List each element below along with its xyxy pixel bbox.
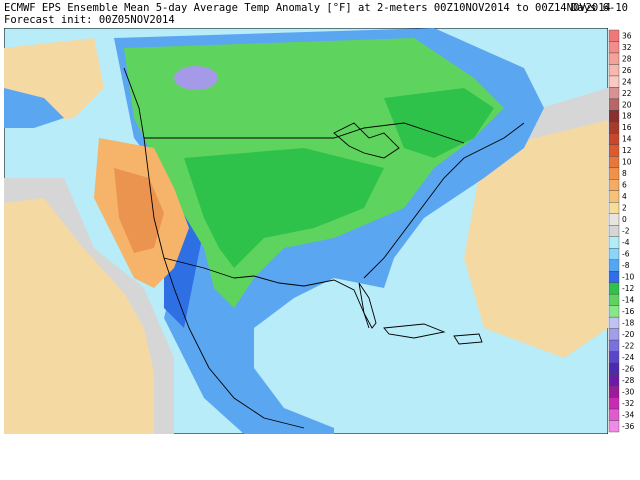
coastline-and-borders: [123, 67, 525, 429]
atlantic-warm-region: [464, 118, 608, 358]
colorbar-levels: 36322826242220181614121086420-2-4-6-8-10…: [608, 29, 634, 433]
colorbar-label: 24: [622, 77, 632, 86]
colorbar-swatch: [608, 305, 620, 318]
colorbar-label: -24: [622, 353, 634, 362]
colorbar-swatch: [608, 87, 620, 100]
colorbar-label: 32: [622, 43, 632, 52]
colorbar-swatch: [608, 420, 620, 433]
colorbar-label: -12: [622, 284, 634, 293]
canada-purple-cold-spot: [174, 66, 218, 90]
colorbar-label: -28: [622, 376, 634, 385]
colorbar-swatch: [608, 259, 620, 272]
colorbar-label: -8: [622, 261, 630, 270]
colorbar-label: 10: [622, 158, 632, 167]
pacific-warm-region: [4, 198, 154, 434]
colorbar-swatch: [608, 110, 620, 123]
colorbar-swatch: [608, 64, 620, 77]
colorbar-label: 18: [622, 112, 632, 121]
colorbar-swatch: [608, 213, 620, 226]
colorbar-label: 14: [622, 135, 632, 144]
colorbar-swatch: [608, 362, 620, 375]
cuba-outline: [383, 323, 446, 339]
colorbar-swatch: [608, 282, 620, 295]
colorbar-swatch: [608, 270, 620, 283]
colorbar-label: 6: [622, 181, 627, 190]
colorbar-swatch: [608, 316, 620, 329]
colorbar-swatch: [608, 236, 620, 249]
gulf-coastline: [233, 275, 370, 329]
northeast-strong-cold-core: [384, 88, 494, 158]
colorbar-label: 4: [622, 192, 627, 201]
colorbar-swatch: [608, 156, 620, 169]
florida-peninsula: [358, 282, 377, 329]
colorbar-label: -16: [622, 307, 634, 316]
colorbar-swatch: [608, 29, 620, 42]
colorbar-swatch: [608, 397, 620, 410]
map-header: ECMWF EPS Ensemble Mean 5-day Average Te…: [4, 2, 634, 28]
colorbar-swatch: [608, 52, 620, 65]
colorbar-swatch: [608, 225, 620, 237]
colorbar-swatch: [608, 374, 620, 387]
colorbar-swatch: [608, 293, 620, 306]
map-title: ECMWF EPS Ensemble Mean 5-day Average Te…: [4, 2, 611, 14]
colorbar-swatch: [608, 121, 620, 134]
forecast-days-label: Days 6-10: [571, 2, 628, 14]
colorbar-swatch: [608, 144, 620, 157]
western-warm-core: [114, 168, 164, 253]
colorbar-label: 20: [622, 100, 632, 109]
colorbar-label: -26: [622, 364, 634, 373]
colorbar-swatch: [608, 328, 620, 341]
colorbar-label: 2: [622, 204, 627, 213]
colorbar-label: -36: [622, 422, 634, 431]
colorbar-label: 22: [622, 89, 632, 98]
us-canada-border: [144, 122, 465, 144]
colorbar-swatch: [608, 202, 620, 214]
colorbar-swatch: [608, 385, 620, 398]
colorbar-swatch: [608, 167, 620, 180]
colorbar-label: -32: [622, 399, 634, 408]
colorbar-swatch: [608, 190, 620, 203]
colorbar-label: 0: [622, 215, 627, 224]
colorbar-swatch: [608, 41, 620, 54]
forecast-init-label: Forecast init: 00Z05NOV2014: [4, 14, 175, 26]
colorbar-label: 12: [622, 146, 632, 155]
colorbar-label: 26: [622, 66, 632, 75]
colorbar-swatch: [608, 248, 620, 260]
colorbar-label: -2: [622, 227, 630, 236]
temperature-anomaly-map: [4, 28, 608, 434]
us-mexico-border: [163, 257, 235, 279]
colorbar-label: -18: [622, 318, 634, 327]
colorbar-label: -4: [622, 238, 630, 247]
colorbar-label: 28: [622, 54, 632, 63]
colorbar-label: -30: [622, 387, 634, 396]
hispaniola-outline: [453, 333, 483, 345]
colorbar-swatch: [608, 133, 620, 146]
colorbar-label: -6: [622, 250, 630, 259]
colorbar-swatch: [608, 179, 620, 191]
colorbar-swatch: [608, 75, 620, 88]
west-coastline: [123, 67, 305, 429]
plains-strong-cold-core: [184, 148, 384, 268]
colorbar-swatch: [608, 351, 620, 364]
colorbar-label: -20: [622, 330, 634, 339]
colorbar-label: -14: [622, 296, 634, 305]
colorbar-label: -22: [622, 341, 634, 350]
alaska-cool-coast: [4, 88, 64, 128]
great-lakes-outline: [333, 122, 400, 159]
colorbar-label: 8: [622, 169, 627, 178]
colorbar-swatch: [608, 408, 620, 421]
colorbar-label: -10: [622, 273, 634, 282]
colorbar-label: 36: [622, 31, 632, 40]
colorbar-label: -34: [622, 410, 634, 419]
east-coastline: [363, 122, 525, 279]
colorbar-swatch: [608, 98, 620, 111]
colorbar-label: 16: [622, 123, 632, 132]
temperature-anomaly-colorbar: 36322826242220181614121086420-2-4-6-8-10…: [608, 29, 634, 433]
colorbar-swatch: [608, 339, 620, 352]
